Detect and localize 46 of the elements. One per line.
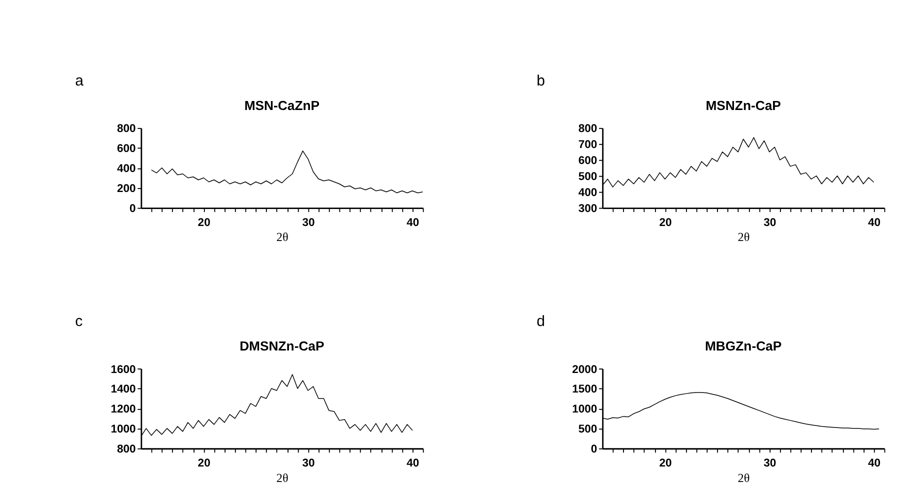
y-tick-label: 400 — [578, 187, 598, 200]
y-tick-label: 1000 — [572, 404, 598, 416]
line-series — [151, 150, 423, 194]
x-tick-label: 40 — [868, 217, 881, 230]
x-tick-label: 40 — [868, 458, 881, 470]
y-tick-label: 800 — [116, 444, 136, 456]
x-axis-title: 2θ — [738, 470, 750, 485]
x-tick-label: 20 — [659, 217, 672, 230]
y-tick-label: 400 — [116, 163, 136, 176]
y-tick-label: 1200 — [110, 404, 136, 416]
y-tick-label: 600 — [116, 143, 136, 156]
y-tick-label: 500 — [578, 424, 598, 436]
x-tick-label: 20 — [198, 458, 210, 470]
x-tick-label: 30 — [302, 458, 315, 470]
y-tick-label: 800 — [116, 123, 136, 136]
y-tick-label: 700 — [578, 139, 598, 152]
text: a — [75, 72, 84, 90]
x-tick-label: 30 — [764, 217, 776, 230]
y-tick-label: 0 — [590, 444, 598, 456]
y-tick-label: 200 — [116, 183, 136, 196]
x-tick-label: 30 — [764, 458, 776, 470]
text: c — [75, 313, 84, 330]
y-tick-label: 0 — [130, 203, 136, 216]
y-tick-label: 300 — [578, 203, 598, 216]
y-tick-label: 1600 — [110, 364, 136, 376]
x-tick-label: 20 — [198, 217, 210, 230]
chart-title: MSN-CaZnP — [244, 98, 320, 114]
x-axis-title: 2θ — [276, 470, 289, 485]
x-tick-label: 40 — [406, 458, 420, 470]
text: b — [536, 72, 545, 90]
y-tick-label: 800 — [578, 123, 598, 136]
x-tick-label: 20 — [659, 458, 672, 470]
y-tick-label: 2000 — [572, 364, 598, 376]
x-axis-title: 2θ — [738, 230, 750, 244]
y-tick-label: 600 — [578, 155, 598, 168]
y-tick-label: 1500 — [572, 384, 598, 396]
y-tick-label: 500 — [578, 171, 598, 184]
chart-title: MBGZn-CaP — [704, 338, 782, 354]
y-tick-label: 1000 — [110, 424, 136, 436]
x-tick-label: 40 — [406, 217, 420, 230]
chart-title: MSNZn-CaP — [706, 98, 782, 114]
chart-title: DMSNZn-CaP — [240, 338, 324, 354]
x-axis-title: 2θ — [276, 230, 289, 244]
x-tick-label: 30 — [302, 217, 315, 230]
y-tick-label: 1400 — [110, 384, 136, 396]
text: d — [536, 313, 545, 330]
